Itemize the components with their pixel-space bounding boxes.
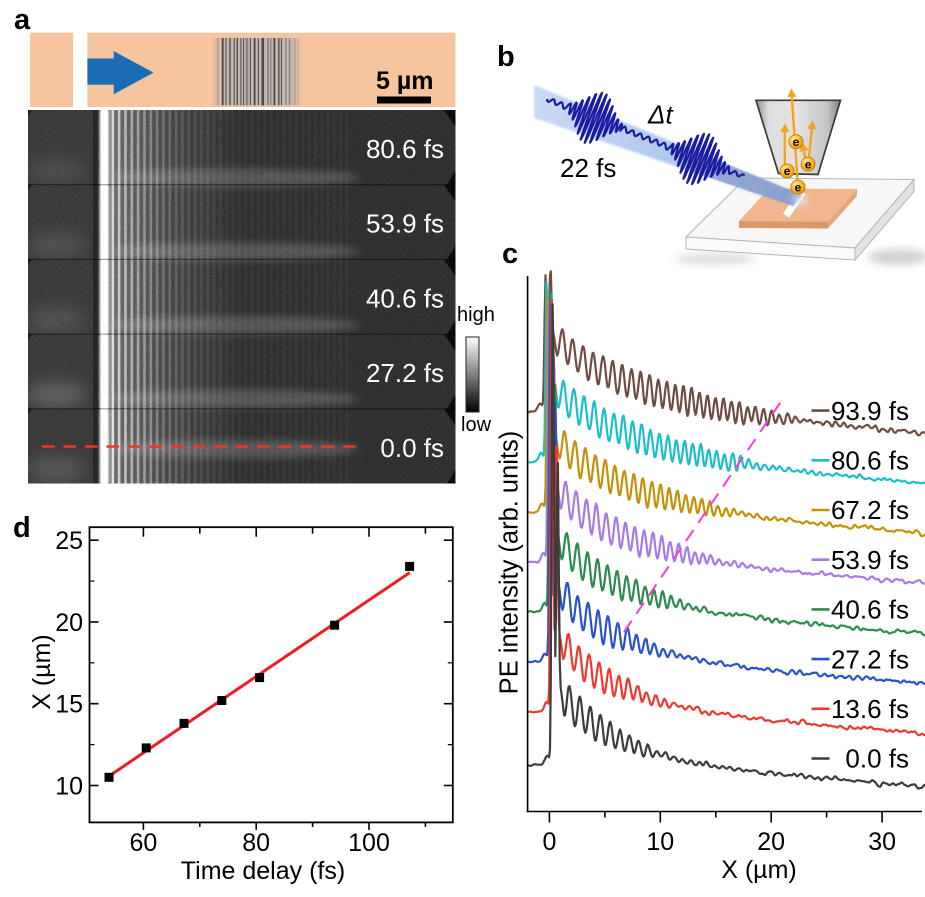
svg-text:b: b — [497, 41, 515, 73]
svg-text:X (µm): X (µm) — [721, 856, 797, 884]
svg-text:e: e — [793, 135, 800, 149]
svg-text:10: 10 — [55, 773, 83, 801]
svg-text:13.6 fs: 13.6 fs — [831, 694, 909, 724]
svg-text:100: 100 — [348, 829, 390, 857]
svg-text:X (µm): X (µm) — [28, 634, 56, 710]
svg-text:e: e — [784, 164, 791, 178]
svg-text:20: 20 — [55, 609, 83, 637]
svg-text:80.6 fs: 80.6 fs — [831, 446, 909, 476]
svg-text:60: 60 — [129, 829, 157, 857]
svg-text:27.2 fs: 27.2 fs — [366, 358, 444, 388]
svg-text:30: 30 — [868, 828, 896, 856]
svg-text:high: high — [457, 304, 495, 326]
svg-text:low: low — [461, 414, 492, 436]
svg-text:Δt: Δt — [647, 100, 674, 130]
svg-text:0.0 fs: 0.0 fs — [845, 744, 909, 774]
svg-text:53.9 fs: 53.9 fs — [831, 545, 909, 575]
svg-text:20: 20 — [757, 828, 785, 856]
svg-text:PE intensity (arb. units): PE intensity (arb. units) — [496, 431, 524, 695]
svg-text:c: c — [502, 238, 518, 270]
svg-text:40.6 fs: 40.6 fs — [831, 595, 909, 625]
svg-text:e: e — [805, 157, 812, 171]
svg-text:25: 25 — [55, 527, 83, 555]
svg-text:Time delay (fs): Time delay (fs) — [181, 857, 345, 885]
svg-text:27.2 fs: 27.2 fs — [831, 644, 909, 674]
svg-text:10: 10 — [646, 828, 674, 856]
svg-text:93.9 fs: 93.9 fs — [831, 396, 909, 426]
svg-text:15: 15 — [55, 691, 83, 719]
svg-text:0.0 fs: 0.0 fs — [380, 433, 444, 463]
svg-text:80: 80 — [242, 829, 270, 857]
svg-text:80.6 fs: 80.6 fs — [366, 134, 444, 164]
svg-text:67.2 fs: 67.2 fs — [831, 495, 909, 525]
svg-text:a: a — [14, 4, 31, 36]
svg-text:40.6 fs: 40.6 fs — [366, 283, 444, 313]
svg-text:0: 0 — [542, 828, 556, 856]
svg-text:53.9 fs: 53.9 fs — [366, 209, 444, 239]
svg-text:22 fs: 22 fs — [560, 153, 616, 183]
svg-text:d: d — [13, 512, 31, 544]
svg-text:e: e — [795, 180, 802, 194]
svg-text:5 µm: 5 µm — [376, 67, 433, 95]
